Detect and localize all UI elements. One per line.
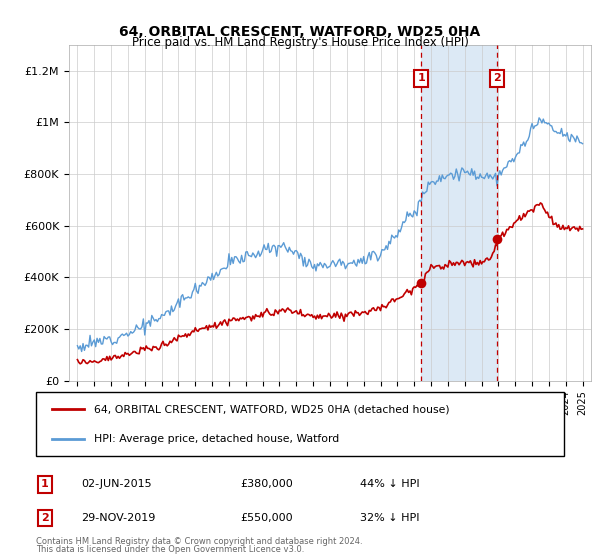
Text: Contains HM Land Registry data © Crown copyright and database right 2024.: Contains HM Land Registry data © Crown c…: [36, 537, 362, 546]
Text: 1: 1: [418, 73, 425, 83]
Text: 64, ORBITAL CRESCENT, WATFORD, WD25 0HA: 64, ORBITAL CRESCENT, WATFORD, WD25 0HA: [119, 25, 481, 39]
Text: 32% ↓ HPI: 32% ↓ HPI: [360, 513, 419, 523]
Bar: [421, 45, 497, 381]
Text: HPI: Average price, detached house, Watford: HPI: Average price, detached house, Watf…: [94, 434, 340, 444]
Text: 2: 2: [41, 513, 49, 523]
Text: 2: 2: [493, 73, 501, 83]
Text: Price paid vs. HM Land Registry's House Price Index (HPI): Price paid vs. HM Land Registry's House …: [131, 36, 469, 49]
Text: £380,000: £380,000: [240, 479, 293, 489]
Text: 64, ORBITAL CRESCENT, WATFORD, WD25 0HA (detached house): 64, ORBITAL CRESCENT, WATFORD, WD25 0HA …: [94, 404, 450, 414]
Text: 44% ↓ HPI: 44% ↓ HPI: [360, 479, 419, 489]
Text: 02-JUN-2015: 02-JUN-2015: [81, 479, 152, 489]
Text: £550,000: £550,000: [240, 513, 293, 523]
Text: 29-NOV-2019: 29-NOV-2019: [81, 513, 155, 523]
FancyBboxPatch shape: [36, 392, 564, 456]
Text: 1: 1: [41, 479, 49, 489]
Text: This data is licensed under the Open Government Licence v3.0.: This data is licensed under the Open Gov…: [36, 545, 304, 554]
